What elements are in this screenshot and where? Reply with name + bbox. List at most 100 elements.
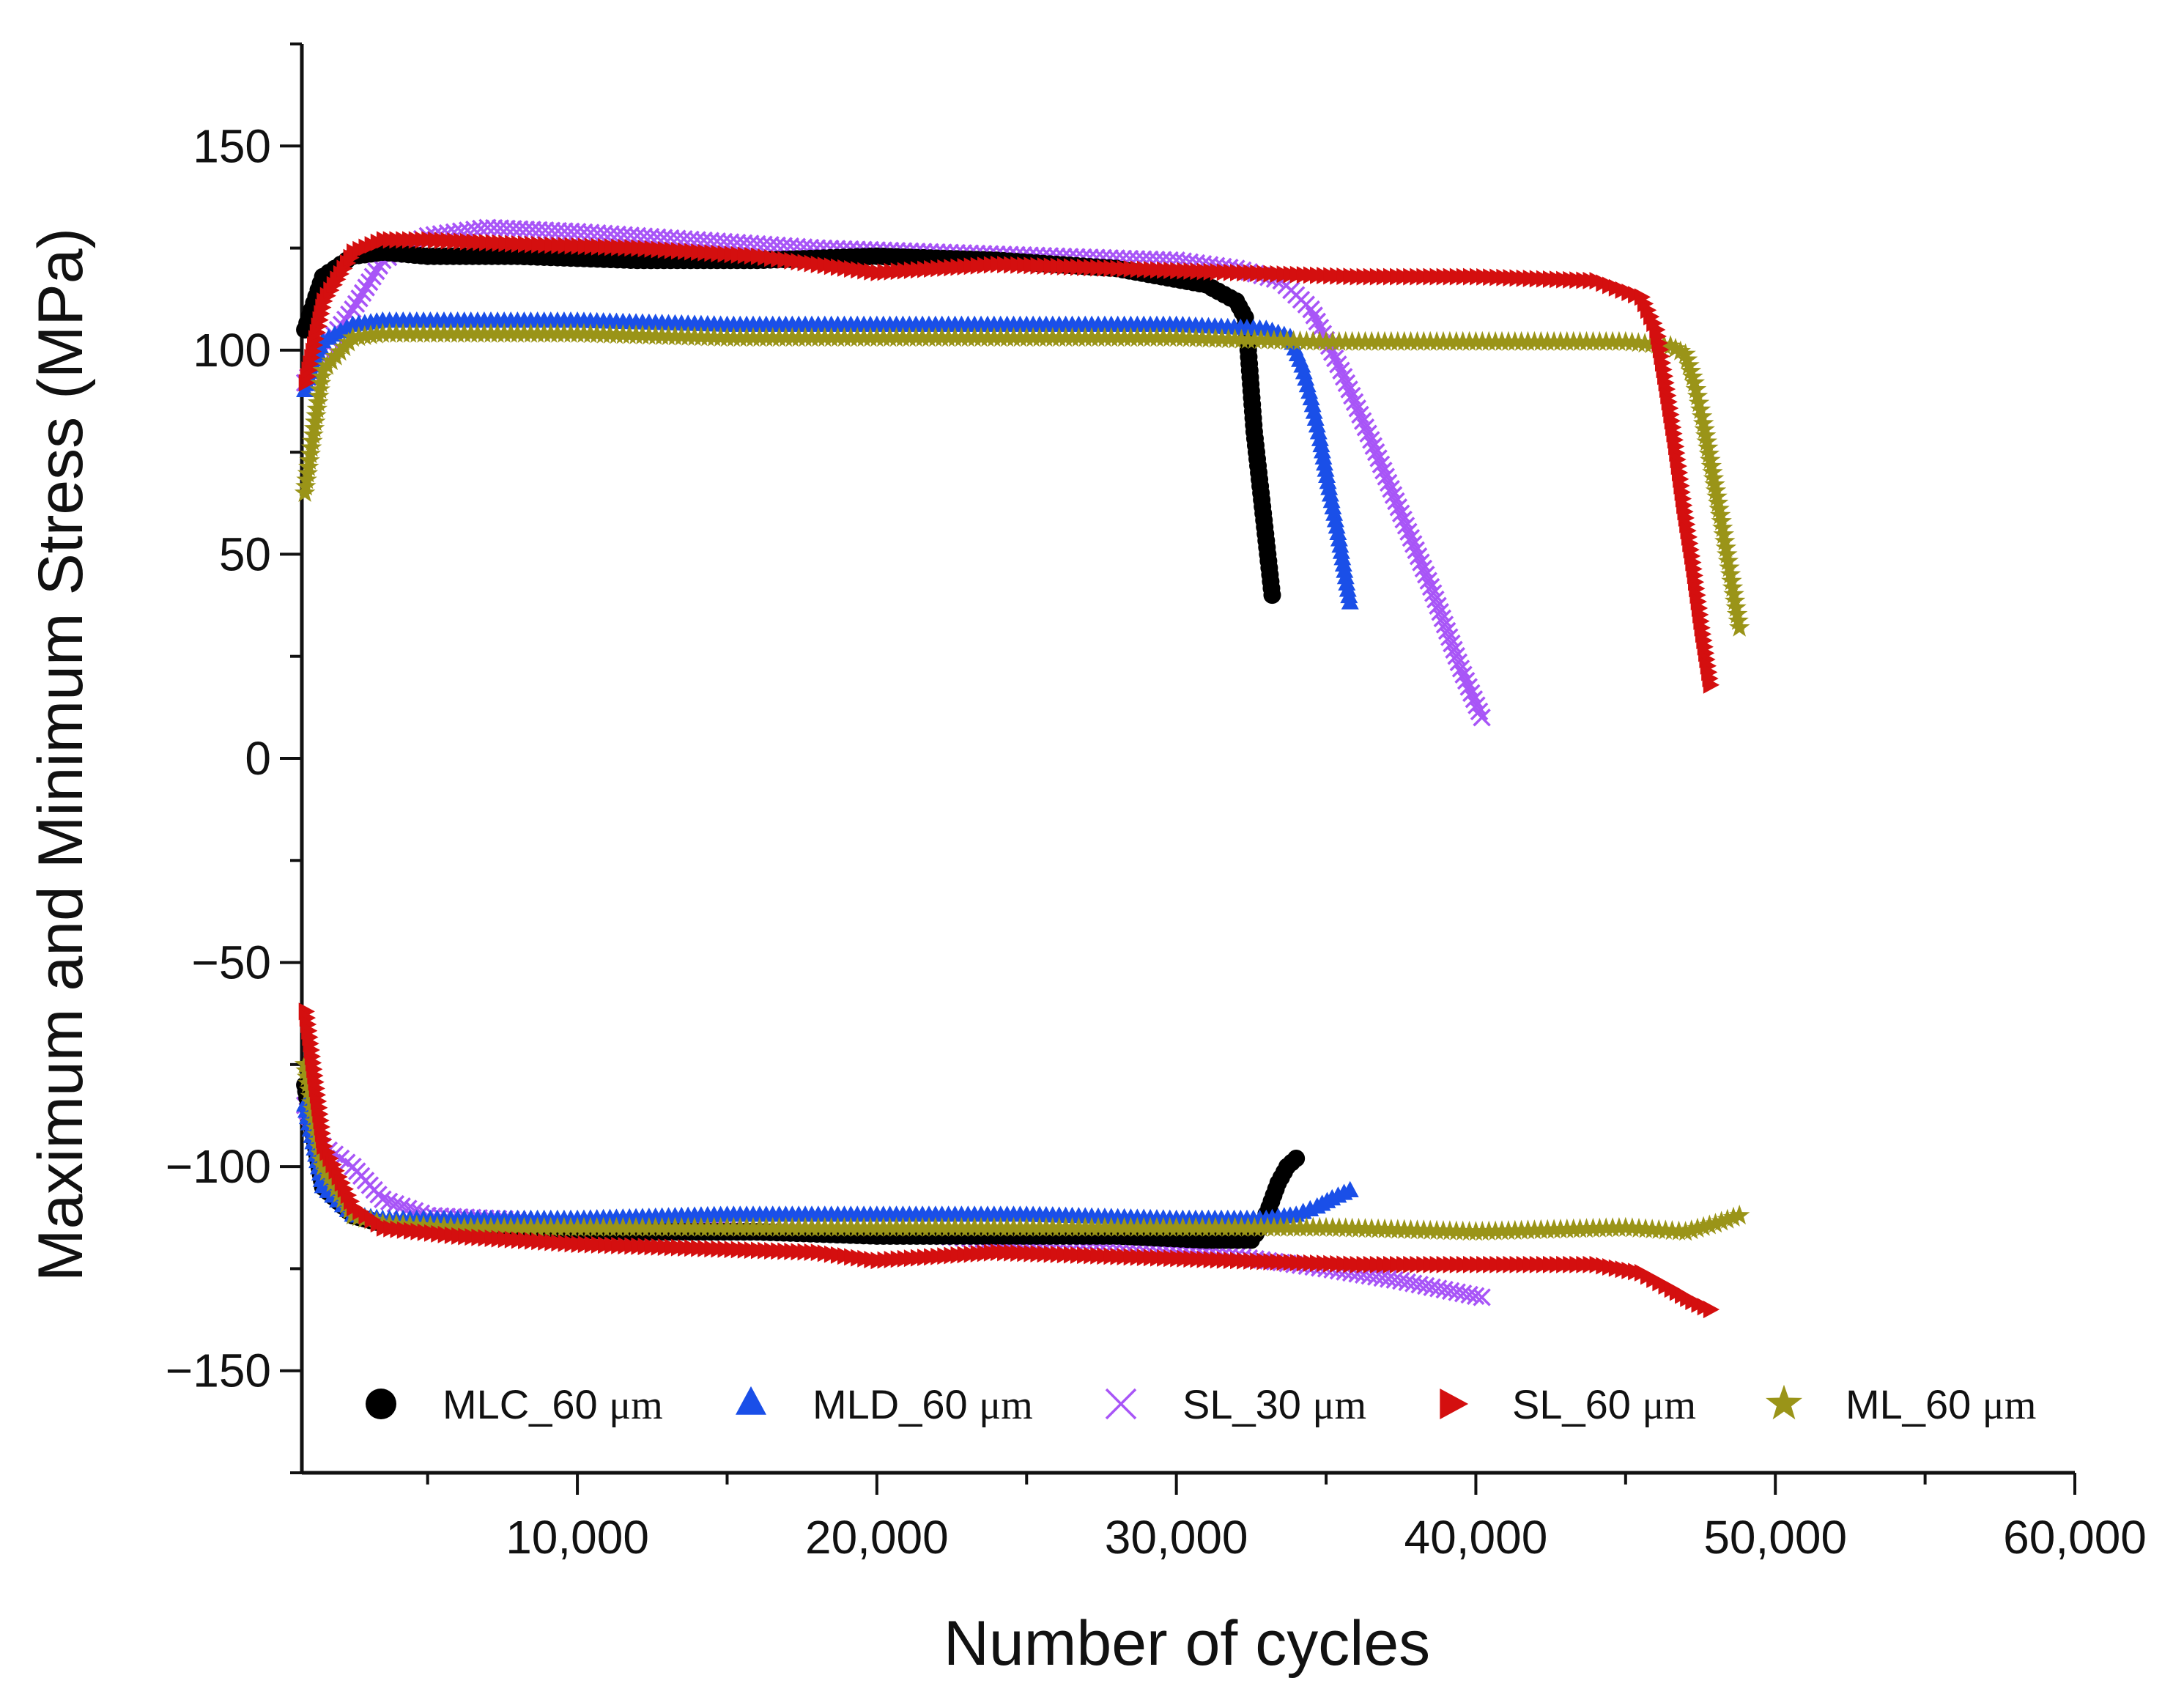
series-sl-60 xyxy=(298,231,1720,1319)
data-point xyxy=(1330,530,1348,547)
data-point xyxy=(357,278,375,297)
data-point xyxy=(1447,647,1465,665)
data-point xyxy=(1445,640,1463,659)
data-point xyxy=(1333,549,1352,566)
legend-label: MLD_60 μm xyxy=(812,1381,1033,1428)
data-point xyxy=(1687,1217,1709,1238)
y-tick-label: 100 xyxy=(193,324,271,377)
data-point xyxy=(1684,371,1706,392)
data-point xyxy=(374,1190,392,1208)
data-point xyxy=(1389,498,1408,517)
data-point xyxy=(1473,709,1491,727)
data-point xyxy=(1387,492,1405,511)
y-tick-label: 50 xyxy=(219,528,271,580)
data-point xyxy=(1711,517,1733,537)
data-point xyxy=(1717,1208,1739,1229)
data-point xyxy=(1372,455,1391,474)
legend-unit: μm xyxy=(1983,1383,2037,1428)
legend-marker xyxy=(736,1386,766,1415)
data-point xyxy=(1665,338,1687,358)
legend-unit: μm xyxy=(1643,1383,1697,1428)
data-point xyxy=(307,391,329,412)
data-point xyxy=(1728,616,1750,637)
data-point xyxy=(303,424,324,444)
data-point xyxy=(1675,343,1696,363)
data-point xyxy=(1466,1287,1485,1305)
data-point xyxy=(1412,553,1430,572)
data-point xyxy=(1341,593,1359,610)
data-point xyxy=(1705,1213,1726,1233)
data-point xyxy=(363,267,382,286)
data-point xyxy=(1404,535,1423,553)
data-point xyxy=(1366,443,1385,462)
data-point xyxy=(294,481,316,502)
data-point xyxy=(1470,702,1489,721)
data-point xyxy=(353,284,372,303)
data-point xyxy=(1340,586,1358,604)
data-point xyxy=(1692,1216,1714,1236)
data-point xyxy=(347,295,366,313)
data-point xyxy=(1392,504,1410,522)
data-point xyxy=(380,1192,399,1211)
data-point xyxy=(1449,653,1468,672)
data-point xyxy=(1670,340,1691,361)
x-tick-label: 60,000 xyxy=(2003,1511,2147,1564)
data-point xyxy=(1394,510,1413,529)
data-point xyxy=(1703,676,1720,694)
legend-label: ML_60 μm xyxy=(1846,1381,2036,1428)
data-point xyxy=(1703,1301,1720,1319)
x-tick-label: 20,000 xyxy=(805,1511,949,1564)
legend-item: ML_60 μm xyxy=(1766,1381,2036,1428)
data-point xyxy=(295,476,317,496)
data-point xyxy=(1426,590,1445,609)
data-point xyxy=(1675,1221,1696,1241)
data-point xyxy=(1402,528,1421,547)
legend-label: SL_60 μm xyxy=(1512,1381,1696,1428)
data-point xyxy=(305,411,326,432)
data-point xyxy=(1332,542,1350,559)
data-point xyxy=(1435,615,1454,634)
series-mlc-60 xyxy=(296,243,1306,1249)
data-point xyxy=(1467,696,1486,714)
data-point xyxy=(386,1194,405,1213)
y-tick-label: −50 xyxy=(191,936,271,989)
data-point xyxy=(1421,577,1440,596)
legend-marker xyxy=(1766,1384,1802,1420)
data-point xyxy=(310,372,332,393)
data-point xyxy=(1473,1288,1491,1306)
legend-unit: μm xyxy=(1313,1383,1367,1428)
data-point xyxy=(1339,580,1357,597)
series-layer xyxy=(294,218,1750,1319)
data-point xyxy=(1414,559,1433,578)
x-tick-label: 30,000 xyxy=(1105,1511,1248,1564)
data-point xyxy=(297,462,319,483)
legend-unit: μm xyxy=(609,1383,663,1428)
data-point xyxy=(1728,1205,1750,1225)
data-point xyxy=(1462,684,1481,703)
data-point xyxy=(1722,1206,1744,1227)
data-point xyxy=(300,443,322,464)
data-point xyxy=(1341,1180,1359,1197)
axes: 150 100 50 0 −50 −100 −150 10,000 20,000 30,000 40… xyxy=(166,42,2147,1564)
data-point xyxy=(1682,366,1703,386)
legend-item: MLD_60 μm xyxy=(736,1381,1033,1428)
y-tick-label: −150 xyxy=(166,1345,271,1397)
data-point xyxy=(1691,405,1713,426)
data-point xyxy=(1399,522,1418,541)
data-point xyxy=(1456,671,1476,690)
x-tick-label: 50,000 xyxy=(1703,1511,1847,1564)
data-point xyxy=(1440,628,1459,646)
data-point xyxy=(1407,541,1425,560)
data-point xyxy=(1369,449,1388,467)
data-point xyxy=(306,398,328,418)
series-mld-60 xyxy=(296,311,1359,1226)
data-point xyxy=(1263,586,1281,605)
data-point xyxy=(1687,385,1709,406)
data-point xyxy=(1396,517,1415,535)
legend-item: MLC_60 μm xyxy=(366,1381,663,1428)
data-point xyxy=(299,449,320,470)
data-point xyxy=(306,404,327,425)
x-axis-title: Number of cycles xyxy=(944,1608,1430,1679)
data-point xyxy=(1443,634,1461,653)
